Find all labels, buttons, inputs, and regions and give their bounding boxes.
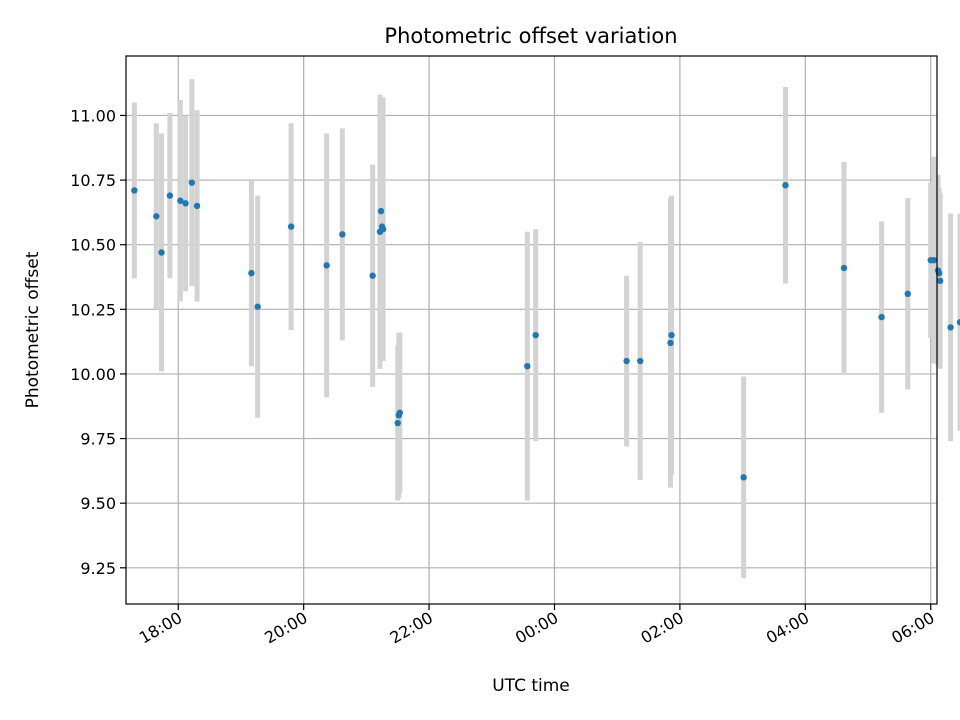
y-tick-label: 9.25 — [80, 559, 116, 578]
y-tick-label: 9.50 — [80, 494, 116, 513]
data-point — [339, 231, 346, 238]
data-point — [668, 331, 675, 339]
data-point — [947, 324, 954, 331]
plot-frame — [125, 55, 938, 605]
data-point — [369, 272, 376, 279]
data-point — [287, 223, 295, 230]
data-point — [936, 277, 944, 285]
data-point — [158, 249, 165, 256]
data-point — [532, 331, 539, 339]
y-axis-title: Photometric offset — [23, 251, 43, 408]
y-axis-ticks: 9.25 9.50 9.75 10.00 10.25 10.50 10.75 11.00 — [70, 106, 126, 578]
data-point — [394, 419, 401, 427]
data-point — [177, 197, 184, 204]
data-point — [667, 339, 674, 347]
x-axis-title: UTC time — [492, 676, 570, 696]
data-point — [188, 179, 196, 186]
data-point — [636, 357, 644, 365]
y-tick-label: 10.25 — [70, 300, 116, 319]
y-tick-label: 9.75 — [80, 430, 116, 449]
data-point — [782, 182, 789, 189]
data-point — [930, 257, 938, 264]
data-point — [131, 187, 138, 194]
data-point — [182, 200, 189, 207]
data-points — [131, 179, 960, 481]
data-point — [956, 319, 960, 326]
y-tick-label: 10.50 — [70, 236, 116, 255]
data-point — [166, 192, 174, 199]
grid-lines — [126, 56, 937, 604]
data-point — [524, 362, 531, 370]
data-point — [840, 264, 848, 272]
data-point — [396, 409, 404, 416]
data-point — [623, 357, 630, 365]
data-point — [193, 202, 201, 210]
data-point — [254, 303, 261, 310]
chart-title: Photometric offset variation — [384, 24, 677, 48]
data-point — [377, 207, 385, 215]
data-point — [153, 213, 160, 220]
data-point — [248, 269, 255, 277]
y-tick-label: 10.75 — [70, 171, 116, 190]
y-tick-label: 10.00 — [70, 365, 116, 384]
data-point — [323, 262, 330, 269]
data-point — [904, 290, 911, 298]
data-point — [740, 474, 747, 481]
y-tick-label: 11.00 — [70, 106, 116, 125]
data-point — [878, 313, 885, 321]
data-point — [379, 225, 387, 233]
